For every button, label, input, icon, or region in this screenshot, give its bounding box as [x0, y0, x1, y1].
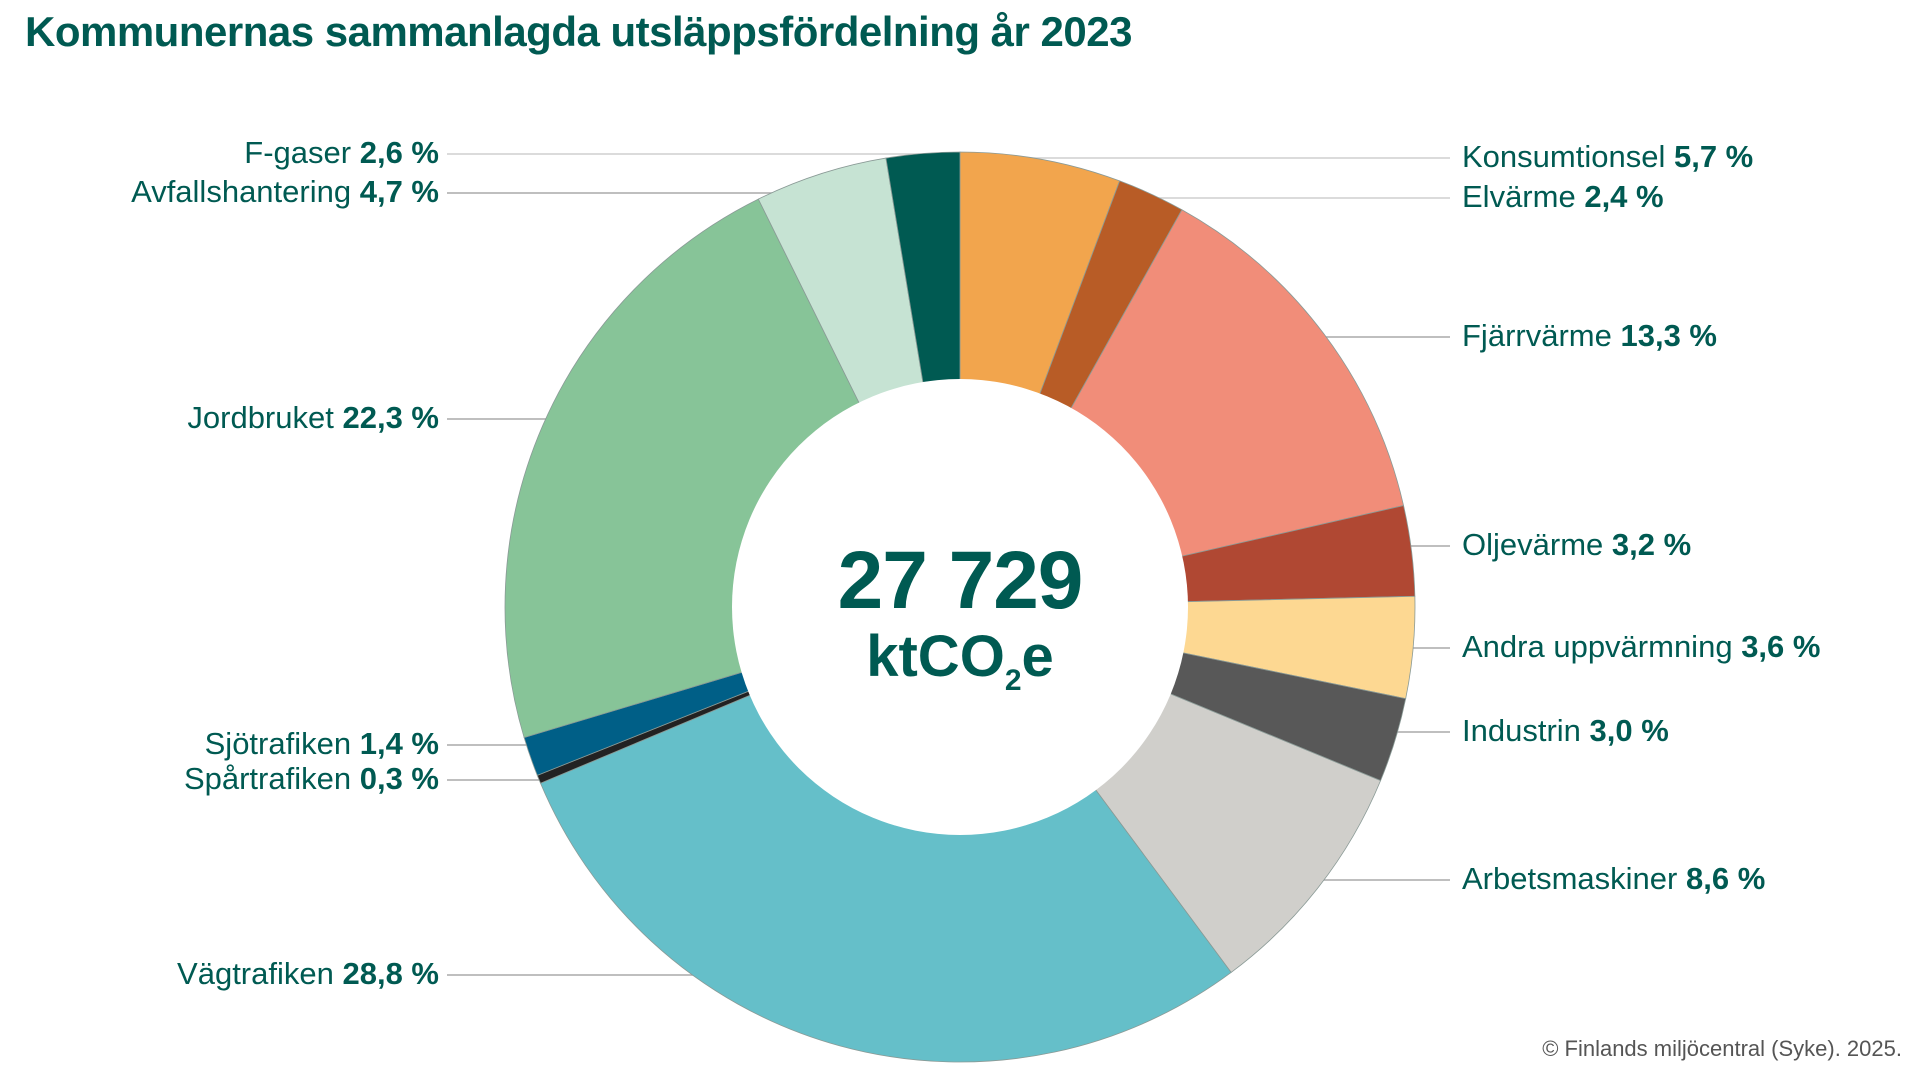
slice-name: F-gaser: [244, 135, 352, 170]
slice-percent: 8,6 %: [1685, 861, 1766, 896]
slice-name: Avfallshantering: [131, 174, 352, 209]
slice-percent: 3,2 %: [1611, 527, 1692, 562]
unit-suffix: e: [1021, 624, 1054, 689]
slice-label: Sjötrafiken 1,4 %: [205, 726, 439, 762]
slice-name: Spårtrafiken: [183, 761, 352, 796]
slice-name: Andra uppvärmning: [1462, 629, 1733, 664]
slice-label: Konsumtionsel 5,7 %: [1462, 139, 1753, 175]
slice-percent: 22,3 %: [342, 400, 439, 435]
total-unit: ktCO2e: [760, 624, 1160, 714]
slice-label: F-gaser 2,6 %: [244, 135, 439, 171]
slice-percent: 5,7 %: [1673, 139, 1754, 174]
slice-label: Avfallshantering 4,7 %: [131, 174, 439, 210]
slice-percent: 3,0 %: [1589, 713, 1669, 748]
slice-name: Vägtrafiken: [177, 956, 334, 991]
slice-label: Vägtrafiken 28,8 %: [177, 956, 439, 992]
slice-name: Jordbruket: [187, 400, 334, 435]
slice-label: Spårtrafiken 0,3 %: [184, 761, 439, 797]
slice-label: Oljevärme 3,2 %: [1462, 527, 1691, 563]
slice-percent: 0,3 %: [359, 761, 439, 796]
unit-prefix: ktCO: [866, 624, 1005, 689]
slice-name: Sjötrafiken: [204, 726, 352, 761]
slice-percent: 2,6 %: [359, 135, 439, 170]
slice-label: Arbetsmaskiner 8,6 %: [1462, 861, 1765, 897]
slice-name: Fjärrvärme: [1462, 318, 1612, 353]
chart-title: Kommunernas sammanlagda utsläppsfördelni…: [25, 8, 1133, 55]
slice-percent: 3,6 %: [1741, 629, 1821, 664]
slice-label: Elvärme 2,4 %: [1462, 179, 1664, 215]
copyright: © Finlands miljöcentral (Syke). 2025.: [1542, 1036, 1902, 1061]
slice-name: Oljevärme: [1462, 527, 1604, 562]
slice-percent: 2,4 %: [1584, 179, 1664, 214]
slice-label: Jordbruket 22,3 %: [187, 400, 439, 436]
slice-name: Elvärme: [1462, 179, 1576, 214]
slice-vägtrafiken: [540, 606, 1232, 1063]
slice-percent: 28,8 %: [342, 956, 439, 991]
slice-label: Andra uppvärmning 3,6 %: [1462, 629, 1820, 665]
total-value: 27 729: [837, 535, 1084, 626]
slice-percent: 4,7 %: [359, 174, 439, 209]
slice-label: Industrin 3,0 %: [1462, 713, 1669, 749]
slice-name: Industrin: [1462, 713, 1581, 748]
slice-percent: 13,3 %: [1620, 318, 1717, 353]
slice-percent: 1,4 %: [359, 726, 439, 761]
unit-subscript: 2: [1004, 664, 1022, 697]
slice-name: Konsumtionsel: [1462, 139, 1666, 174]
slice-name: Arbetsmaskiner: [1462, 861, 1678, 896]
slice-label: Fjärrvärme 13,3 %: [1462, 318, 1717, 354]
donut-hole: [732, 379, 1188, 835]
